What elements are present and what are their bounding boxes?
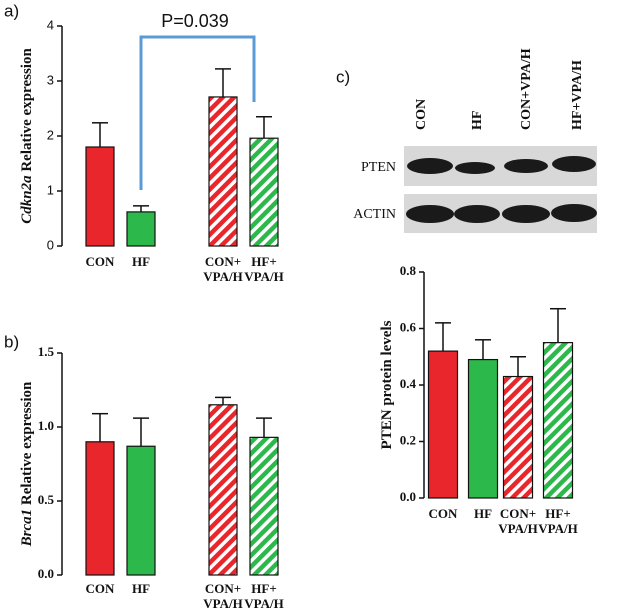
y-tick-label: 0.5	[38, 492, 55, 507]
x-tick-label: HF	[132, 254, 150, 269]
bar	[126, 445, 156, 576]
bar	[85, 441, 115, 576]
lane-label: HF	[470, 111, 485, 130]
y-axis-label: Cdkn2a Relative expression	[19, 48, 35, 224]
y-tick-label: 0.0	[38, 566, 54, 581]
bar	[208, 404, 238, 576]
y-tick-label: 0.0	[400, 489, 416, 504]
y-tick-label: 2	[47, 127, 54, 142]
bar	[502, 375, 534, 499]
x-tick-label: VPA/H	[203, 269, 242, 284]
x-tick-label: VPA/H	[203, 596, 242, 611]
y-axis-label: PTEN protein levels	[379, 320, 395, 449]
bar	[249, 436, 279, 576]
y-tick-label: 0.8	[400, 263, 417, 278]
significance-bracket	[139, 35, 256, 190]
row-label: PTEN	[361, 160, 396, 175]
x-tick-label: HF+	[251, 254, 276, 269]
y-tick-label: 3	[47, 72, 54, 87]
x-tick-label: VPA/H	[244, 269, 283, 284]
y-tick-label: 0.4	[400, 376, 417, 391]
panel-label: b)	[4, 332, 19, 351]
x-tick-label: VPA/H	[498, 521, 537, 536]
lane-label: HF+VPA/H	[570, 60, 585, 130]
x-tick-label: HF	[474, 506, 492, 521]
panel-label: a)	[4, 1, 19, 20]
bar	[85, 146, 115, 247]
y-tick-label: 1	[47, 182, 54, 197]
bar	[467, 358, 499, 499]
bands	[406, 156, 597, 223]
lane-label: CON+VPA/H	[519, 48, 534, 130]
panel-label: c)	[336, 67, 350, 86]
x-tick-label: HF	[132, 581, 150, 596]
x-tick-label: VPA/H	[244, 596, 283, 611]
y-tick-label: 0.6	[400, 319, 417, 334]
x-tick-label: CON	[86, 254, 116, 269]
bar	[208, 96, 238, 247]
y-axis-label: Brca1 Relative expression	[19, 381, 35, 547]
lane-label: CON	[414, 99, 429, 130]
y-axis-label-gene: Brca1	[19, 509, 35, 548]
annotation: P=0.039	[161, 11, 229, 31]
y-axis-label-gene: Cdkn2a	[19, 175, 35, 224]
y-tick-label: 1.5	[38, 344, 55, 359]
x-tick-label: HF+	[251, 581, 276, 596]
row-label: ACTIN	[353, 207, 396, 222]
y-axis-label-text: Relative expression	[19, 48, 35, 172]
y-axis-label-text: Relative expression	[19, 381, 35, 505]
bar	[427, 350, 459, 499]
x-tick-label: CON+	[500, 506, 536, 521]
y-tick-label: 0.2	[400, 432, 416, 447]
x-tick-label: CON	[429, 506, 459, 521]
x-tick-label: CON+	[205, 254, 241, 269]
y-tick-label: 4	[47, 17, 54, 32]
bar	[126, 211, 156, 247]
y-tick-label: 1.0	[38, 418, 54, 433]
x-tick-label: CON	[86, 581, 116, 596]
bar	[249, 137, 279, 247]
x-tick-label: CON+	[205, 581, 241, 596]
y-tick-label: 0	[47, 237, 54, 252]
y-axis-label-text: PTEN protein levels	[379, 320, 395, 449]
x-tick-label: HF+	[545, 506, 570, 521]
x-tick-label: VPA/H	[538, 521, 577, 536]
bar	[542, 342, 574, 499]
